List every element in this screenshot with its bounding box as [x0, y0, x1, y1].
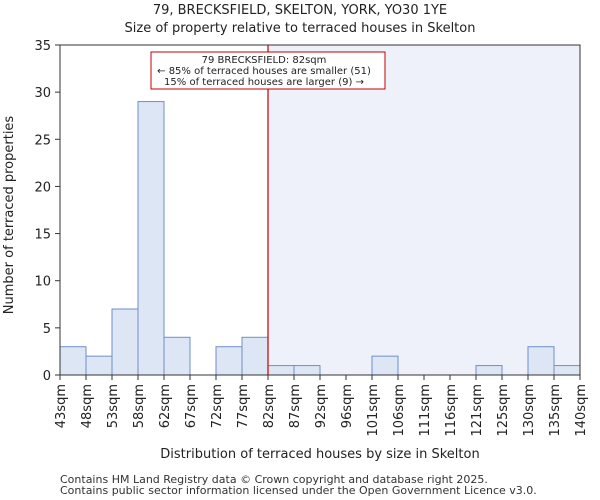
plot-area: 0 5 10 15 20 25 30 35 43sqm 48sqm 53sqm 58sqm 62sqm 6… — [34, 39, 589, 437]
x-tick-label: 62sqm — [158, 384, 173, 428]
y-tick-label: 20 — [34, 180, 51, 195]
histogram-bar — [163, 336, 191, 376]
histogram-bar — [111, 308, 139, 376]
histogram-bar — [553, 365, 581, 376]
x-axis-label: Distribution of terraced houses by size … — [160, 447, 479, 462]
histogram-bar — [371, 355, 399, 376]
x-tick-label: 92sqm — [314, 384, 329, 428]
y-tick-label: 25 — [34, 133, 51, 148]
annotation-line: 15% of terraced houses are larger (9) → — [164, 77, 364, 88]
chart-title: 79, BRECKSFIELD, SKELTON, YORK, YO30 1YE — [153, 3, 447, 18]
histogram-bar — [241, 336, 269, 376]
x-tick-label: 125sqm — [496, 384, 511, 437]
x-tick-label: 135sqm — [548, 384, 563, 437]
chart-subtitle: Size of property relative to terraced ho… — [125, 21, 476, 36]
x-tick-label: 53sqm — [106, 384, 121, 428]
histogram-bar — [59, 346, 87, 376]
x-tick-label: 72sqm — [210, 384, 225, 428]
x-tick-label: 67sqm — [184, 384, 199, 428]
histogram-bar — [137, 101, 165, 376]
x-tick-label: 116sqm — [444, 384, 459, 437]
x-tick-label: 87sqm — [288, 384, 303, 428]
x-tick-label: 106sqm — [392, 384, 407, 437]
annotation-line: ← 85% of terraced houses are smaller (51… — [157, 66, 371, 77]
y-tick-label: 30 — [34, 86, 51, 101]
annotation-line: 79 BRECKSFIELD: 82sqm — [202, 55, 327, 66]
histogram-bar — [527, 346, 555, 376]
x-tick-label: 121sqm — [470, 384, 485, 437]
histogram-bar — [475, 365, 503, 376]
y-tick-label: 35 — [34, 39, 51, 54]
histogram-bar — [215, 346, 243, 376]
x-tick-label: 140sqm — [574, 384, 589, 437]
histogram-bar — [267, 365, 295, 376]
x-tick-label: 96sqm — [340, 384, 355, 428]
annotation-box — [150, 51, 386, 90]
x-tick-label: 48sqm — [80, 384, 95, 428]
footer-line-1: Contains HM Land Registry data © Crown c… — [60, 473, 488, 486]
x-tick-label: 101sqm — [366, 384, 381, 437]
y-tick-label: 10 — [34, 275, 51, 290]
y-axis-label: Number of terraced properties — [2, 116, 17, 315]
x-tick-label: 130sqm — [522, 384, 537, 437]
larger-region-shade — [268, 45, 580, 375]
x-tick-label: 82sqm — [262, 384, 277, 428]
x-tick-label: 43sqm — [54, 384, 69, 428]
footer-line-2: Contains public sector information licen… — [60, 484, 537, 497]
y-tick-label: 15 — [34, 228, 51, 243]
histogram-bar — [85, 355, 113, 376]
x-tick-label: 58sqm — [132, 384, 147, 428]
y-tick-label: 5 — [43, 322, 51, 337]
y-tick-label: 0 — [43, 369, 51, 384]
histogram-bar — [293, 365, 321, 376]
x-tick-label: 111sqm — [418, 384, 433, 437]
x-tick-label: 77sqm — [236, 384, 251, 428]
